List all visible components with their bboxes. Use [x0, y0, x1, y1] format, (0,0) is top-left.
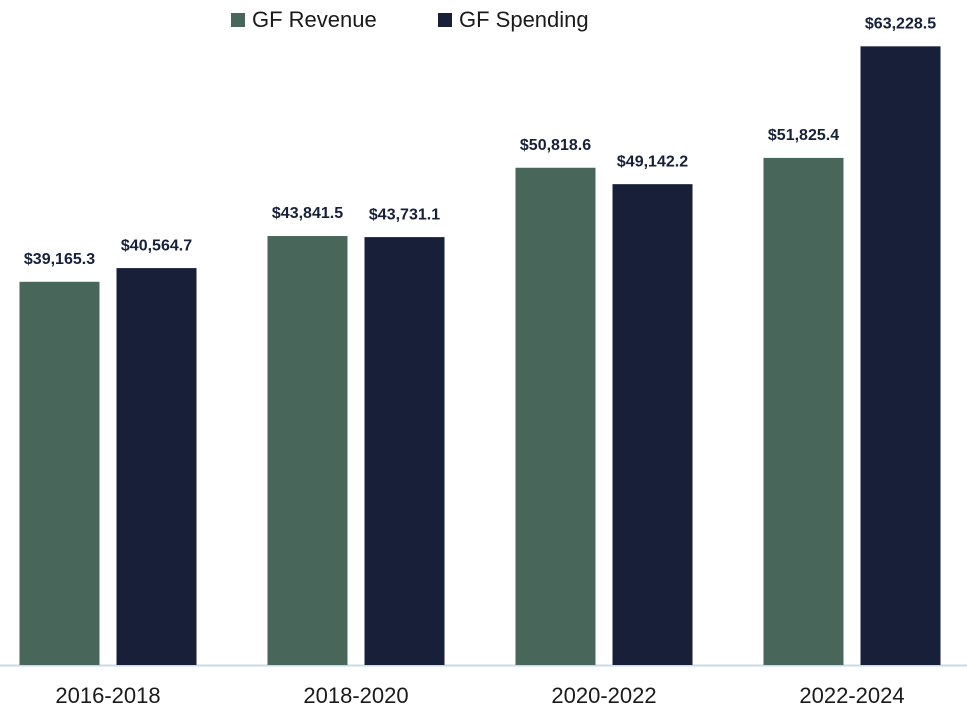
bar: [860, 46, 941, 666]
bar: [116, 268, 197, 665]
bar: [515, 167, 596, 665]
x-tick-label: 2016-2018: [55, 683, 160, 708]
legend-swatch: [438, 13, 452, 27]
legend-label: GF Spending: [459, 7, 589, 32]
value-label: $43,841.5: [272, 205, 343, 222]
bar: [763, 157, 844, 665]
value-label: $51,825.4: [768, 127, 839, 144]
legend-swatch: [231, 13, 245, 27]
value-label: $63,228.5: [865, 16, 936, 33]
bar: [267, 236, 348, 666]
bar: [364, 237, 445, 665]
x-tick-label: 2020-2022: [551, 683, 656, 708]
legend-label: GF Revenue: [252, 7, 377, 32]
bar: [19, 281, 100, 665]
value-label: $50,818.6: [520, 137, 591, 154]
value-label: $49,142.2: [617, 153, 688, 170]
x-tick-label: 2018-2020: [303, 683, 408, 708]
value-label: $40,564.7: [121, 237, 192, 254]
value-label: $39,165.3: [24, 251, 95, 268]
value-label: $43,731.1: [369, 206, 440, 223]
bar: [612, 184, 693, 665]
x-tick-label: 2022-2024: [799, 683, 904, 708]
